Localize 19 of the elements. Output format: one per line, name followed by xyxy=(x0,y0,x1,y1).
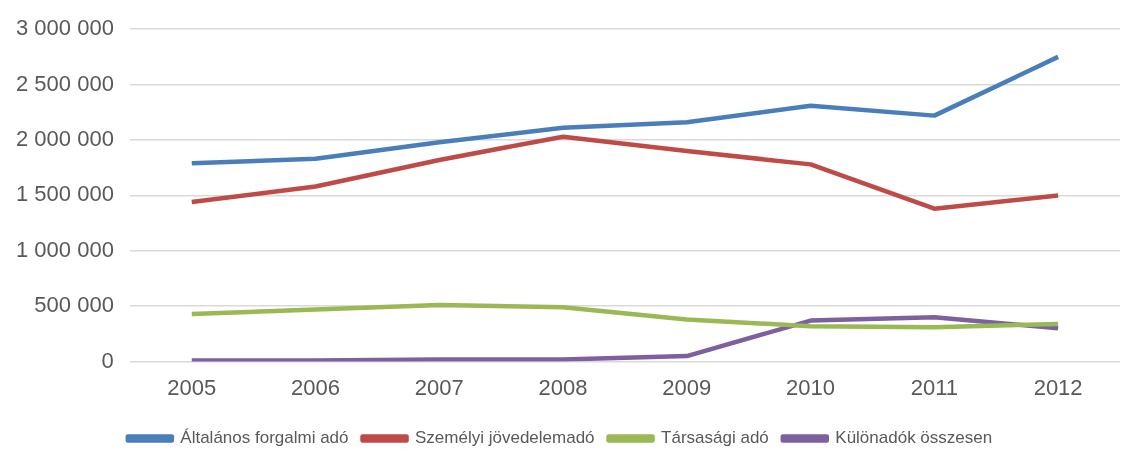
legend-label: Különadók összesen xyxy=(835,428,993,448)
x-tick-label: 2012 xyxy=(1033,374,1083,400)
y-tick-label: 500 000 xyxy=(34,292,114,318)
x-tick-label: 2005 xyxy=(167,374,217,400)
legend-label: Személyi jövedelemadó xyxy=(415,428,595,448)
x-tick-label: 2009 xyxy=(662,374,712,400)
x-tick-label: 2008 xyxy=(538,374,588,400)
y-tick-label: 2 500 000 xyxy=(16,70,114,96)
y-tick-label: 1 000 000 xyxy=(16,236,114,262)
y-tick-label: 1 500 000 xyxy=(16,181,114,207)
legend-label: Általános forgalmi adó xyxy=(180,428,349,448)
x-tick-label: 2006 xyxy=(291,374,340,400)
x-tick-label: 2010 xyxy=(786,374,836,400)
x-tick-label: 2007 xyxy=(414,374,464,400)
y-tick-label: 0 xyxy=(101,347,114,373)
legend-label: Társasági adó xyxy=(661,428,769,448)
x-tick-label: 2011 xyxy=(910,374,959,400)
y-tick-label: 3 000 000 xyxy=(16,15,114,41)
y-tick-label: 2 000 000 xyxy=(16,126,114,152)
